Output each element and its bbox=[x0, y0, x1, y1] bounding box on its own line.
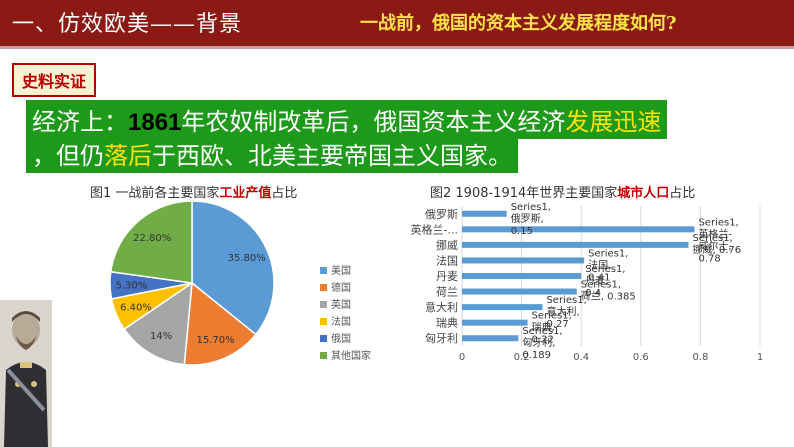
guiding-question: 一战前，俄国的资本主义发展程度如何? bbox=[360, 13, 677, 34]
legend-label: 英国 bbox=[331, 298, 351, 311]
pie-data-label: 5.30% bbox=[115, 281, 147, 292]
figure2-title-b: 占比 bbox=[669, 186, 696, 201]
pie-slice-0 bbox=[191, 200, 275, 336]
historical-portrait bbox=[0, 300, 52, 447]
evidence-text-b: ，但仍 bbox=[32, 142, 104, 170]
bar bbox=[462, 257, 585, 264]
figure2-title: 图2 1908-1914年世界主要国家城市人口占比 bbox=[430, 182, 695, 201]
evidence-line-2: ，但仍落后于西欧、北美主要帝国主义国家。 bbox=[26, 134, 518, 173]
legend-label: 法国 bbox=[331, 315, 351, 328]
evidence-badge: 史料实证 bbox=[12, 63, 97, 97]
bar bbox=[462, 226, 695, 233]
pie-data-label: 6.40% bbox=[120, 302, 152, 313]
bar-data-label: Series1,丹麦, 0.4 bbox=[585, 264, 625, 299]
y-category-label: 法国 bbox=[436, 253, 458, 267]
x-tick-label: 0.2 bbox=[514, 352, 530, 363]
evidence-highlight-behind: 落后 bbox=[104, 142, 152, 170]
evidence-prefix: 经济上： bbox=[32, 108, 128, 136]
y-category-label: 丹麦 bbox=[436, 270, 458, 283]
evidence-text-c: 于西欧、北美主要帝国主义国家。 bbox=[152, 142, 512, 170]
bar-data-label: Series1,意大利, 0.27 bbox=[546, 295, 586, 330]
legend-swatch bbox=[320, 318, 327, 325]
pie-data-label: 15.70% bbox=[197, 335, 235, 346]
figure1-title: 图1 一战前各主要国家工业产值占比 bbox=[90, 182, 297, 201]
x-tick-label: 0.6 bbox=[633, 352, 649, 363]
pie-slice-2 bbox=[123, 281, 193, 366]
figure1-title-a: 图1 一战前各主要国家 bbox=[90, 186, 220, 201]
figure2-title-highlight: 城市人口 bbox=[617, 186, 670, 201]
header-divider bbox=[0, 46, 794, 49]
bar-data-label: Series1,瑞典, 0.22 bbox=[532, 311, 572, 346]
figure1-title-highlight: 工业产值 bbox=[219, 186, 272, 201]
pie-slice-5 bbox=[109, 200, 193, 284]
y-category-label: 英格兰-... bbox=[411, 222, 458, 236]
bar-data-label: Series1,匈牙利, 0.189 bbox=[522, 326, 562, 361]
pie-data-label: 35.80% bbox=[228, 253, 266, 264]
y-category-label: 意大利 bbox=[425, 300, 458, 314]
x-tick-label: 1 bbox=[757, 352, 763, 363]
bar bbox=[462, 288, 577, 295]
evidence-line-1: 经济上：1861年农奴制改革后，俄国资本主义经济发展迅速 bbox=[26, 100, 668, 139]
legend-label: 俄国 bbox=[331, 333, 351, 345]
y-category-label: 荷兰 bbox=[436, 286, 458, 299]
figure2-title-a: 图2 1908-1914年世界主要国家 bbox=[430, 186, 618, 201]
bar bbox=[462, 319, 528, 326]
legend-label: 美国 bbox=[331, 264, 351, 277]
y-category-label: 匈牙利 bbox=[425, 331, 458, 345]
legend-swatch bbox=[320, 301, 327, 308]
x-tick-label: 0.4 bbox=[573, 352, 589, 363]
legend-label: 德国 bbox=[331, 281, 351, 294]
evidence-text-a: 年农奴制改革后，俄国资本主义经济 bbox=[181, 108, 566, 136]
x-tick-label: 0.8 bbox=[692, 352, 708, 363]
pie-slice-1 bbox=[183, 281, 257, 366]
y-category-label: 挪威 bbox=[436, 238, 458, 252]
legend-swatch bbox=[320, 335, 327, 342]
evidence-year: 1861 bbox=[128, 109, 182, 136]
bar-data-label: Series1,俄罗斯, 0.15 bbox=[511, 202, 551, 237]
y-category-label: 俄罗斯 bbox=[425, 208, 458, 221]
x-tick-label: 0 bbox=[459, 352, 465, 363]
bar-data-label: Series1,英格兰-威尔士, 0.78 bbox=[698, 217, 738, 264]
bar bbox=[462, 335, 519, 342]
bar bbox=[462, 304, 543, 311]
bar bbox=[462, 241, 689, 248]
bar-data-label: Series1,法国, 0.41 bbox=[588, 248, 628, 283]
legend-swatch bbox=[320, 267, 327, 274]
legend-label: 其他国家 bbox=[331, 349, 371, 362]
bar-data-label: Series1,荷兰, 0.385 bbox=[581, 280, 636, 303]
y-category-label: 瑞典 bbox=[436, 316, 458, 330]
slide-header: 一、仿效欧美——背景 一战前，俄国的资本主义发展程度如何? bbox=[0, 0, 794, 46]
bar-data-label: Series1,挪威, 0.76 bbox=[692, 233, 741, 256]
legend-swatch bbox=[320, 284, 327, 291]
bar bbox=[462, 273, 582, 279]
legend-swatch bbox=[320, 352, 327, 359]
pie-data-label: 22.80% bbox=[133, 233, 171, 244]
bar bbox=[462, 210, 507, 217]
industrial-output-pie-chart: 35.80% 15.70% 14% 6.40% 5.30% 22.80% 美国德国英国法国俄… bbox=[109, 200, 371, 366]
pie-data-label: 14% bbox=[150, 331, 172, 342]
evidence-highlight-fast: 发展迅速 bbox=[565, 108, 662, 136]
figure1-title-b: 占比 bbox=[271, 186, 298, 201]
slide-title: 一、仿效欧美——背景 bbox=[12, 12, 243, 37]
